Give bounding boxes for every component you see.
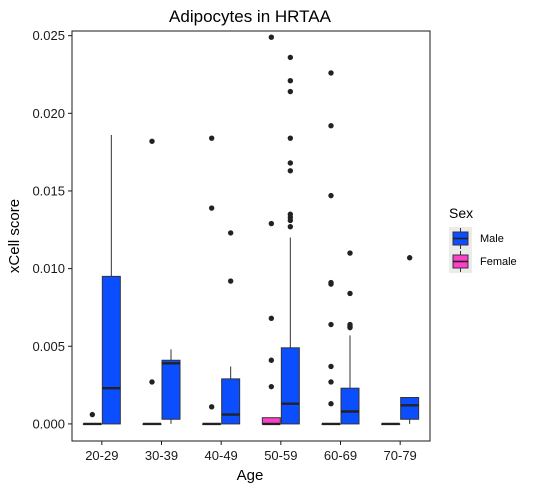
box-body <box>161 359 181 420</box>
outlier-point <box>328 321 334 328</box>
box-male-20-29 <box>101 135 121 425</box>
y-tick-label: 0.000 <box>32 416 65 431</box>
box-female-20-29 <box>82 411 102 426</box>
outlier-point <box>328 70 334 76</box>
box-female-60-69 <box>321 70 341 426</box>
legend-key-female: Female <box>449 250 517 273</box>
outlier-point <box>268 357 275 363</box>
box-male-30-39 <box>161 349 181 424</box>
outlier-point <box>347 290 353 297</box>
box-body <box>221 378 241 425</box>
outlier-point <box>287 54 294 61</box>
outlier-point <box>406 255 413 261</box>
plot-panel <box>71 30 431 442</box>
y-axis-title: xCell score <box>6 199 23 273</box>
outlier-point <box>328 379 334 385</box>
outlier-point <box>287 168 294 174</box>
box-male-50-59 <box>280 54 300 425</box>
outlier-point <box>287 211 294 217</box>
outlier-point <box>208 205 215 211</box>
x-tick-label: 20-29 <box>85 448 118 463</box>
box-series-group <box>82 34 420 426</box>
x-tick-label: 30-39 <box>145 448 178 463</box>
outlier-point <box>287 88 294 95</box>
box-male-40-49 <box>221 230 241 425</box>
series-female <box>82 34 401 426</box>
box-male-60-69 <box>340 250 360 425</box>
outlier-point <box>287 135 294 141</box>
box-body <box>400 397 420 420</box>
x-axis-title: Age <box>237 467 264 484</box>
box-body <box>101 275 121 425</box>
legend-title: Sex <box>449 205 473 221</box>
outlier-point <box>268 315 275 322</box>
y-tick-label: 0.005 <box>32 339 65 354</box>
outlier-point <box>149 379 155 385</box>
box-male-70-79 <box>400 255 420 424</box>
x-axis: 20-29 30-39 40-49 50-59 60-69 70-79 <box>85 441 417 463</box>
legend-label: Female <box>480 256 517 268</box>
y-tick-label: 0.020 <box>32 106 65 121</box>
outlier-point <box>328 192 334 199</box>
x-tick-label: 70-79 <box>384 448 417 463</box>
outlier-point <box>227 230 234 236</box>
legend: Sex Male Female <box>449 205 517 273</box>
outlier-point <box>328 279 334 286</box>
outlier-point <box>328 401 334 407</box>
outlier-point <box>328 123 334 129</box>
outlier-point <box>149 138 155 144</box>
x-tick-label: 60-69 <box>324 448 357 463</box>
box-female-30-39 <box>142 138 162 426</box>
legend-label: Male <box>480 233 504 245</box>
box-female-40-49 <box>202 135 222 426</box>
outlier-point <box>287 77 294 84</box>
series-male <box>101 54 420 425</box>
outlier-point <box>287 160 294 166</box>
y-tick-label: 0.010 <box>32 261 65 276</box>
outlier-point <box>89 411 96 418</box>
outlier-point <box>268 34 275 40</box>
legend-key-male: Male <box>449 227 504 250</box>
box-body <box>340 387 360 425</box>
x-tick-label: 50-59 <box>264 448 297 463</box>
outlier-point <box>208 404 215 410</box>
outlier-point <box>268 220 275 227</box>
y-tick-label: 0.015 <box>32 183 65 198</box>
outlier-point <box>268 383 275 390</box>
outlier-point <box>287 223 294 230</box>
y-tick-label: 0.025 <box>32 28 65 43</box>
y-axis: 0.000 0.005 0.010 0.015 0.020 0.025 <box>32 28 72 431</box>
outlier-point <box>208 135 215 141</box>
box-female-70-79 <box>381 422 401 426</box>
x-tick-label: 40-49 <box>205 448 238 463</box>
outlier-point <box>347 250 353 256</box>
outlier-point <box>328 363 334 370</box>
chart-title: Adipocytes in HRTAA <box>169 7 332 26</box>
outlier-point <box>347 321 353 328</box>
box-female-50-59 <box>261 34 281 426</box>
box-body <box>280 347 300 425</box>
outlier-point <box>227 278 234 284</box>
